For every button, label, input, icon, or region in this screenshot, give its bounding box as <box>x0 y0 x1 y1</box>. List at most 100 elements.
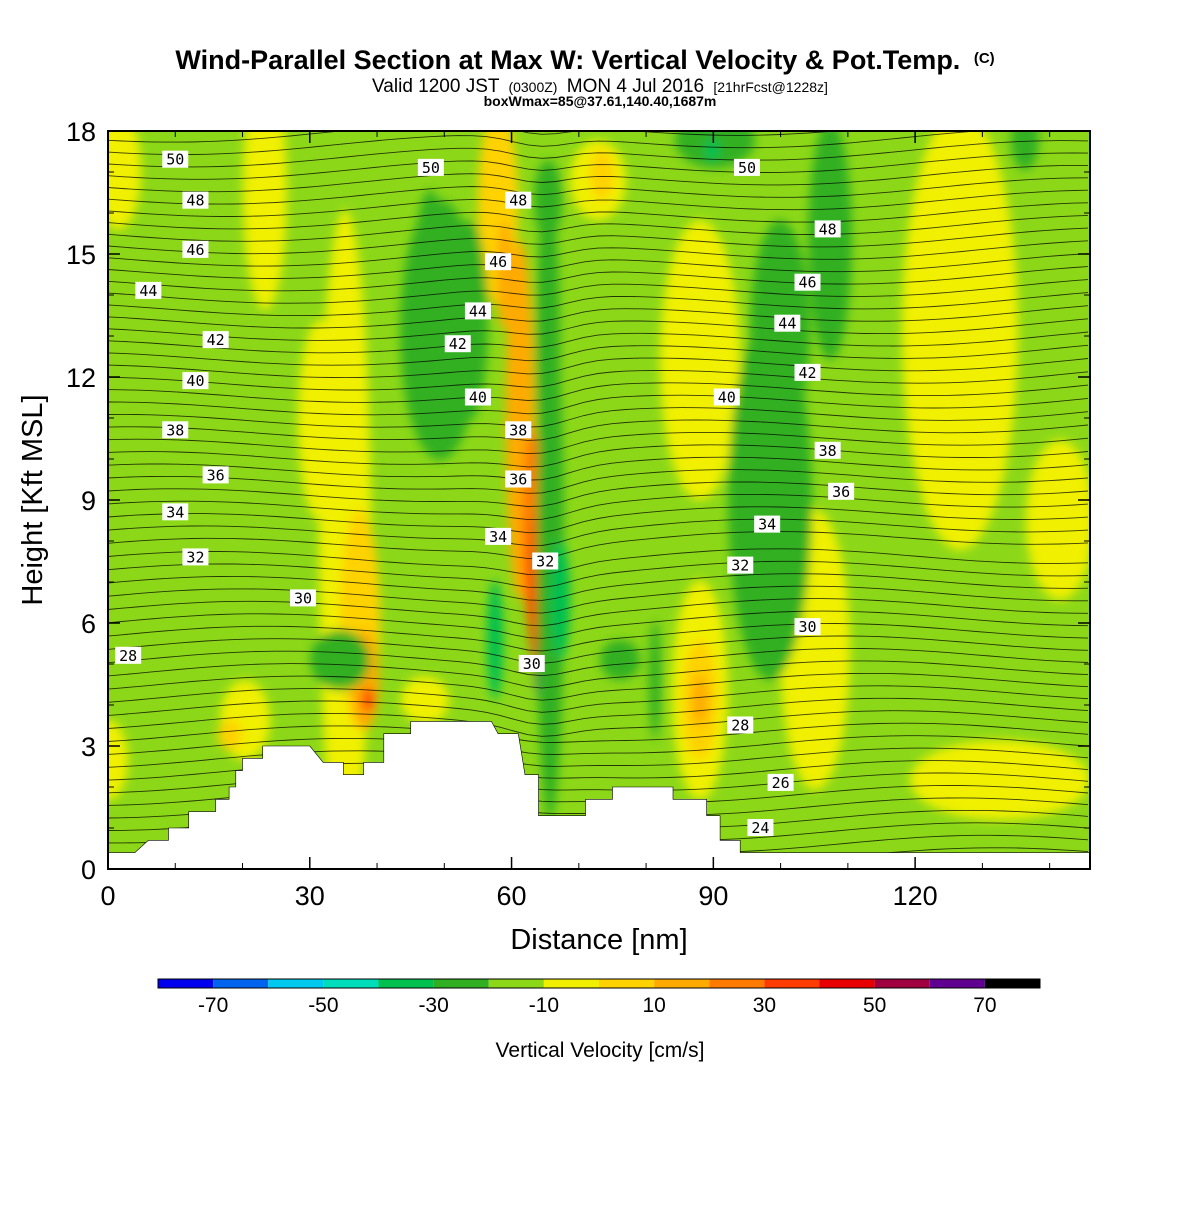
theta-label-bg <box>794 363 821 381</box>
theta-label: 30 <box>794 618 821 636</box>
theta-contour-line <box>108 331 1089 354</box>
theta-label: 48 <box>814 220 841 238</box>
colorbar-swatch <box>488 979 544 988</box>
theta-label: 42 <box>444 335 471 353</box>
theta-contour-line <box>108 131 841 143</box>
chart-title-text: Wind-Parallel Section at Max W: Vertical… <box>175 45 960 75</box>
theta-label-text: 34 <box>489 528 507 546</box>
y-tick-label: 15 <box>66 240 96 270</box>
theta-label-bg <box>814 441 841 459</box>
field-shade <box>487 580 503 700</box>
theta-label-text: 40 <box>718 389 736 407</box>
theta-contour-line <box>108 227 1089 255</box>
theta-label: 38 <box>162 421 189 439</box>
colorbar-swatch <box>158 979 214 988</box>
theta-label-text: 38 <box>819 442 837 460</box>
theta-label: 40 <box>182 372 209 390</box>
theta-label-bg <box>182 372 209 390</box>
theta-label: 38 <box>505 421 532 439</box>
theta-label: 24 <box>747 819 774 837</box>
theta-label: 44 <box>135 281 162 300</box>
colorbar-tick-label: -50 <box>308 994 338 1017</box>
theta-label-bg <box>182 548 209 566</box>
theta-label: 48 <box>505 191 532 210</box>
theta-contour-line <box>108 697 1089 725</box>
field-shade <box>692 675 708 725</box>
theta-contour-line <box>108 131 985 155</box>
theta-labels: 5048464442403836343230285048464442403836… <box>115 150 855 837</box>
colorbar-swatch <box>433 979 489 988</box>
theta-contour-line <box>108 214 1089 242</box>
theta-label-text: 42 <box>449 335 467 353</box>
theta-contour-line <box>108 431 1089 455</box>
theta-contour-line <box>108 506 1089 534</box>
chart-header: Wind-Parallel Section at Max W: Vertical… <box>175 45 994 109</box>
theta-label: 28 <box>727 716 754 735</box>
theta-contour-line <box>108 382 1089 403</box>
theta-label: 42 <box>794 363 821 382</box>
theta-contour-line <box>108 394 1089 416</box>
theta-contour-line <box>108 585 1088 614</box>
theta-label-bg <box>290 589 317 607</box>
theta-label-bg <box>464 302 491 320</box>
colorbar-swatch <box>764 979 820 988</box>
colorbar-swatch <box>543 979 599 988</box>
theta-label-text: 30 <box>523 655 541 673</box>
field-shade <box>362 688 374 712</box>
theta-contour-line <box>108 672 1089 701</box>
theta-label: 32 <box>182 548 209 566</box>
theta-label-text: 42 <box>798 364 816 382</box>
colorbar-tick-label: -30 <box>418 994 448 1017</box>
theta-contour-line <box>108 481 1089 507</box>
theta-contour-line <box>108 318 1089 341</box>
theta-label: 50 <box>733 158 760 177</box>
theta-label-bg <box>747 819 774 836</box>
theta-contour-line <box>108 240 1089 267</box>
theta-label: 34 <box>162 503 189 521</box>
chart-title: Wind-Parallel Section at Max W: Vertical… <box>175 45 994 75</box>
theta-contour-line <box>108 177 1089 205</box>
theta-label-text: 36 <box>207 466 225 484</box>
theta-label-bg <box>727 716 754 734</box>
theta-label-bg <box>162 421 189 439</box>
theta-label-bg <box>814 220 841 238</box>
theta-label-text: 28 <box>119 647 137 665</box>
theta-contour-line <box>108 660 1089 689</box>
field-shade <box>310 630 370 690</box>
y-tick-label: 0 <box>81 855 96 885</box>
theta-label-bg <box>417 158 444 176</box>
theta-label-text: 46 <box>186 241 204 259</box>
theta-label-text: 38 <box>509 421 527 439</box>
theta-contour-line <box>108 357 1089 379</box>
theta-contour-line <box>108 266 1089 292</box>
field-shade <box>600 640 640 680</box>
theta-label-bg <box>444 335 471 353</box>
theta-label-text: 38 <box>166 421 184 439</box>
theta-contour-line <box>108 531 1089 560</box>
theta-label: 40 <box>713 388 740 407</box>
theta-label-text: 32 <box>536 553 554 571</box>
theta-label: 34 <box>754 515 781 534</box>
colorbar-swatch <box>929 979 985 988</box>
theta-label-text: 40 <box>186 372 204 390</box>
theta-label: 36 <box>505 470 532 489</box>
theta-contour-line <box>108 305 1089 329</box>
colorbar-swatch <box>268 979 324 988</box>
field-shade <box>660 220 740 500</box>
theta-label-text: 44 <box>139 282 157 300</box>
colorbar-swatch <box>709 979 765 988</box>
theta-label: 30 <box>290 589 317 607</box>
theta-contour-line <box>108 344 1089 366</box>
theta-label: 34 <box>485 527 512 546</box>
theta-label-text: 48 <box>819 220 837 238</box>
theta-label-bg <box>727 556 754 574</box>
theta-label: 32 <box>532 552 559 571</box>
theta-contour-line <box>108 152 1089 180</box>
theta-contour-line <box>108 444 1089 468</box>
theta-contour-line <box>108 710 1089 737</box>
theta-label-bg <box>532 552 559 570</box>
theta-label: 40 <box>464 388 491 407</box>
field-shade <box>416 190 444 310</box>
theta-label: 30 <box>518 655 545 673</box>
theta-contour-line <box>108 610 1089 639</box>
